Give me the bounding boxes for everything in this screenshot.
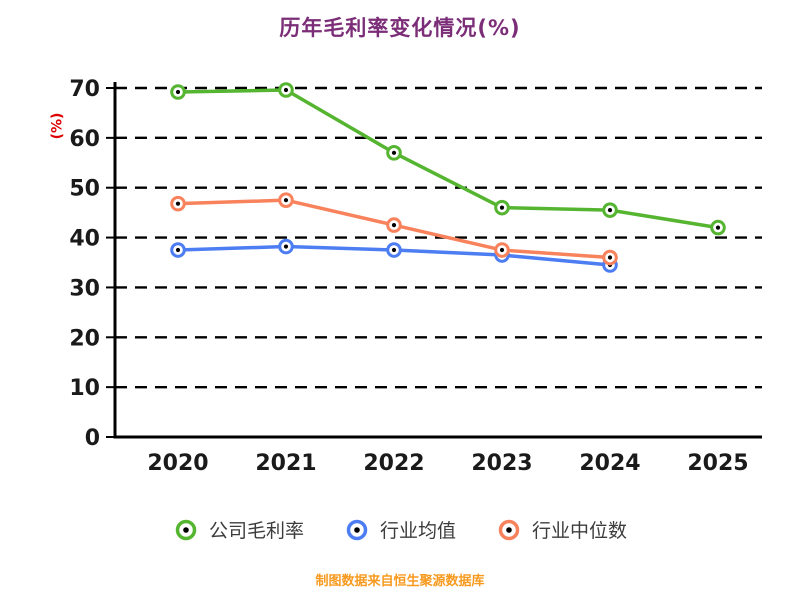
legend-label-company: 公司毛利率 [208, 520, 304, 542]
chart-title: 历年毛利率变化情况(%) [279, 16, 521, 40]
svg-text:2025: 2025 [687, 451, 748, 476]
industry-median-series-marker-icon [498, 519, 520, 540]
company-series-marker-icon [175, 519, 197, 540]
svg-text:2021: 2021 [255, 451, 316, 476]
legend-item-company: 公司毛利率 [173, 516, 304, 543]
svg-text:2023: 2023 [471, 451, 532, 476]
legend-item-industry-mean: 行业均值 [344, 516, 456, 543]
axes [113, 82, 762, 439]
svg-text:2022: 2022 [363, 451, 424, 476]
legend-item-industry-median: 行业中位数 [496, 516, 627, 543]
svg-text:0: 0 [85, 426, 100, 451]
y-tick-labels: 0 10 20 30 40 50 60 70 [69, 77, 114, 451]
gridlines [115, 86, 762, 389]
legend-label-industry-median: 行业中位数 [532, 520, 628, 542]
svg-text:20: 20 [69, 326, 100, 351]
source-note: 制图数据来自恒生聚源数据库 [315, 574, 485, 589]
series-line-0 [176, 88, 720, 230]
legend: 公司毛利率 行业均值 行业中位数 [0, 516, 800, 543]
svg-text:10: 10 [69, 376, 100, 401]
svg-text:70: 70 [69, 77, 100, 102]
svg-text:2020: 2020 [147, 451, 208, 476]
svg-text:40: 40 [69, 227, 100, 252]
svg-text:60: 60 [69, 127, 100, 152]
series-points-1 [170, 238, 618, 273]
legend-label-industry-mean: 行业均值 [379, 520, 456, 542]
plot-area: 0 10 20 30 40 50 60 70 2020 2021 2022 2023 2024 2025 [69, 77, 762, 476]
series-points-0 [170, 82, 726, 236]
industry-mean-series-marker-icon [346, 519, 368, 540]
svg-text:50: 50 [69, 177, 100, 202]
svg-text:30: 30 [69, 276, 100, 301]
x-tick-labels: 2020 2021 2022 2023 2024 2025 [147, 451, 748, 476]
series-points-2 [170, 192, 618, 266]
svg-text:2024: 2024 [579, 451, 640, 476]
